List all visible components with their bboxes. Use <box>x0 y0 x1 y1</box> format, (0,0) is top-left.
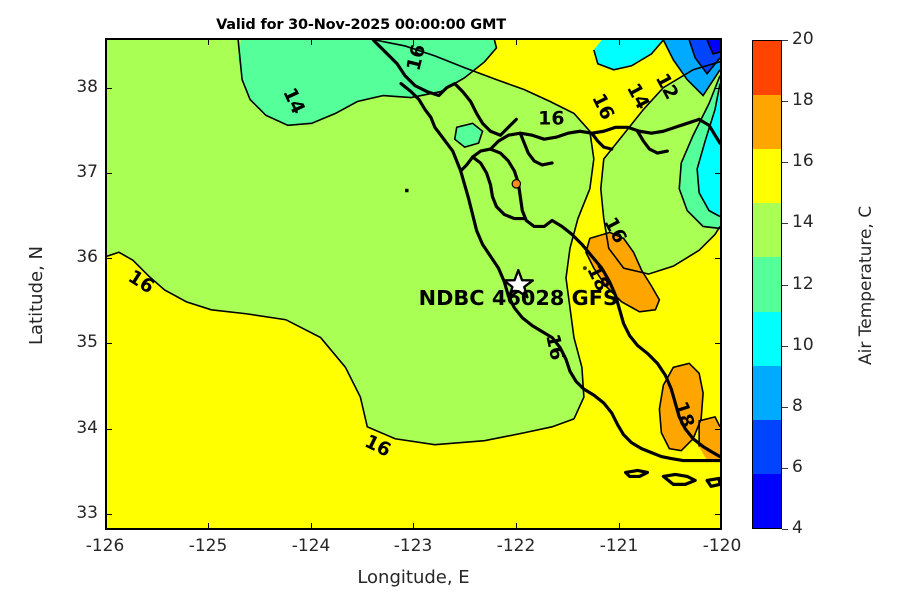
y-axis-title: Latitude, N <box>26 246 47 345</box>
colorbar-band-7 <box>753 419 781 474</box>
inland-point-marker <box>405 188 409 193</box>
cbar-label-18: 18 <box>792 90 814 110</box>
ytick-3 <box>105 258 112 259</box>
xtick-label-6: -120 <box>702 536 742 556</box>
band-10-12-ne <box>697 40 720 217</box>
xtick-4 <box>516 523 517 530</box>
xtick-label-1: -125 <box>188 536 228 556</box>
colorbar-band-0 <box>753 41 781 96</box>
cbar-label-20: 20 <box>792 29 814 49</box>
colorbar-band-8 <box>753 473 781 528</box>
band-18-20-salinas <box>585 232 660 312</box>
cbar-label-12: 12 <box>792 274 814 294</box>
ytick-0 <box>105 514 112 515</box>
band-14-16-region <box>107 40 720 275</box>
colorbar[interactable] <box>752 40 782 529</box>
ytick-5 <box>105 88 112 89</box>
contour-label-16-bay: 16 <box>538 107 564 129</box>
ytick-right-1 <box>715 429 722 430</box>
ytick-label-1: 34 <box>76 418 98 438</box>
contour-label-16-south-coast: 16 <box>541 332 568 362</box>
colorbar-band-4 <box>753 257 781 312</box>
xtick-2 <box>311 523 312 530</box>
xtick-3 <box>413 523 414 530</box>
colorbar-title: Air Temperature, C <box>856 205 876 365</box>
ytick-right-2 <box>715 343 722 344</box>
xtick-label-0: -126 <box>85 536 125 556</box>
xtick-top-3 <box>413 38 414 45</box>
minor-point-marker <box>582 266 587 271</box>
cbar-tick-18 <box>782 101 788 102</box>
cbar-label-8: 8 <box>792 396 803 416</box>
ytick-label-0: 33 <box>76 503 98 523</box>
figure-title: Valid for 30-Nov-2025 00:00:00 GMT <box>216 17 506 33</box>
cbar-tick-12 <box>782 285 788 286</box>
xtick-top-0 <box>105 38 106 45</box>
cbar-label-14: 14 <box>792 212 814 232</box>
xtick-label-3: -123 <box>393 536 433 556</box>
colorbar-band-5 <box>753 311 781 366</box>
ytick-4 <box>105 173 112 174</box>
xtick-top-1 <box>208 38 209 45</box>
station-marker-group[interactable]: NDBC 46028 GFS <box>419 268 618 310</box>
band-12-14-lagoon <box>454 123 483 148</box>
xtick-0 <box>105 523 106 530</box>
xtick-top-4 <box>516 38 517 45</box>
xtick-top-5 <box>619 38 620 45</box>
ytick-right-4 <box>715 173 722 174</box>
cbar-label-6: 6 <box>792 457 803 477</box>
cbar-tick-6 <box>782 468 788 469</box>
ytick-right-5 <box>715 88 722 89</box>
xtick-top-2 <box>311 38 312 45</box>
contour-map-plot[interactable]: 14 16 16 16 14 12 16 18 16 16 16 18 NDBC… <box>105 38 722 530</box>
cbar-label-4: 4 <box>792 518 803 538</box>
ytick-right-3 <box>715 258 722 259</box>
ytick-label-2: 35 <box>76 332 98 352</box>
colorbar-band-2 <box>753 149 781 204</box>
ytick-label-3: 36 <box>76 247 98 267</box>
xtick-label-5: -121 <box>599 536 639 556</box>
contour-map-svg: 14 16 16 16 14 12 16 18 16 16 16 18 NDBC… <box>107 40 720 528</box>
band-18-20-socal-b <box>699 416 720 461</box>
ytick-label-4: 37 <box>76 162 98 182</box>
contour-lines <box>107 40 720 452</box>
xtick-1 <box>208 523 209 530</box>
cbar-tick-14 <box>782 223 788 224</box>
band-4-6-ne <box>707 40 720 54</box>
ytick-1 <box>105 429 112 430</box>
cbar-label-10: 10 <box>792 335 814 355</box>
cbar-tick-8 <box>782 407 788 408</box>
colorbar-band-6 <box>753 365 781 420</box>
colorbar-band-1 <box>753 95 781 150</box>
station-label: NDBC 46028 GFS <box>419 286 618 310</box>
coastline <box>371 40 720 488</box>
cbar-tick-16 <box>782 162 788 163</box>
colorbar-band-3 <box>753 203 781 258</box>
cbar-tick-4 <box>782 529 788 530</box>
band-12-14-nw <box>238 40 497 126</box>
ytick-label-5: 38 <box>76 77 98 97</box>
bay-station-dot[interactable] <box>511 179 522 189</box>
cbar-label-16: 16 <box>792 151 814 171</box>
ytick-right-0 <box>715 514 722 515</box>
xtick-label-4: -122 <box>496 536 536 556</box>
xtick-5 <box>619 523 620 530</box>
xtick-label-2: -124 <box>291 536 331 556</box>
cbar-tick-10 <box>782 346 788 347</box>
x-axis-title: Longitude, E <box>357 567 470 588</box>
ytick-2 <box>105 343 112 344</box>
cbar-tick-20 <box>782 40 788 41</box>
band-10-12-ne-b <box>593 40 664 70</box>
star-marker[interactable] <box>502 268 535 299</box>
